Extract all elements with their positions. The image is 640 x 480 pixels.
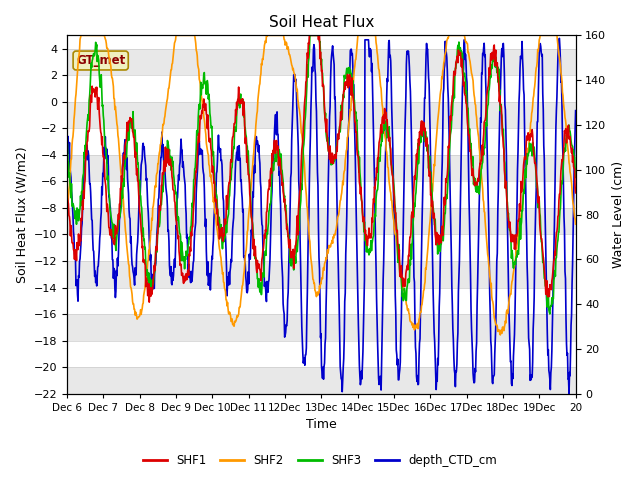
- Bar: [67, 155, 575, 181]
- Y-axis label: Water Level (cm): Water Level (cm): [612, 161, 625, 268]
- Bar: [67, 314, 575, 341]
- Text: GT_met: GT_met: [76, 54, 125, 67]
- Y-axis label: Soil Heat Flux (W/m2): Soil Heat Flux (W/m2): [15, 146, 28, 283]
- Bar: [67, 341, 575, 367]
- Bar: [67, 235, 575, 261]
- Bar: [67, 208, 575, 235]
- Bar: [67, 48, 575, 75]
- X-axis label: Time: Time: [306, 419, 337, 432]
- Bar: [67, 181, 575, 208]
- Bar: [67, 75, 575, 102]
- Bar: [67, 261, 575, 288]
- Title: Soil Heat Flux: Soil Heat Flux: [269, 15, 374, 30]
- Legend: SHF1, SHF2, SHF3, depth_CTD_cm: SHF1, SHF2, SHF3, depth_CTD_cm: [138, 449, 502, 472]
- Bar: [67, 367, 575, 394]
- Bar: [67, 288, 575, 314]
- Bar: [67, 128, 575, 155]
- Bar: [67, 102, 575, 128]
